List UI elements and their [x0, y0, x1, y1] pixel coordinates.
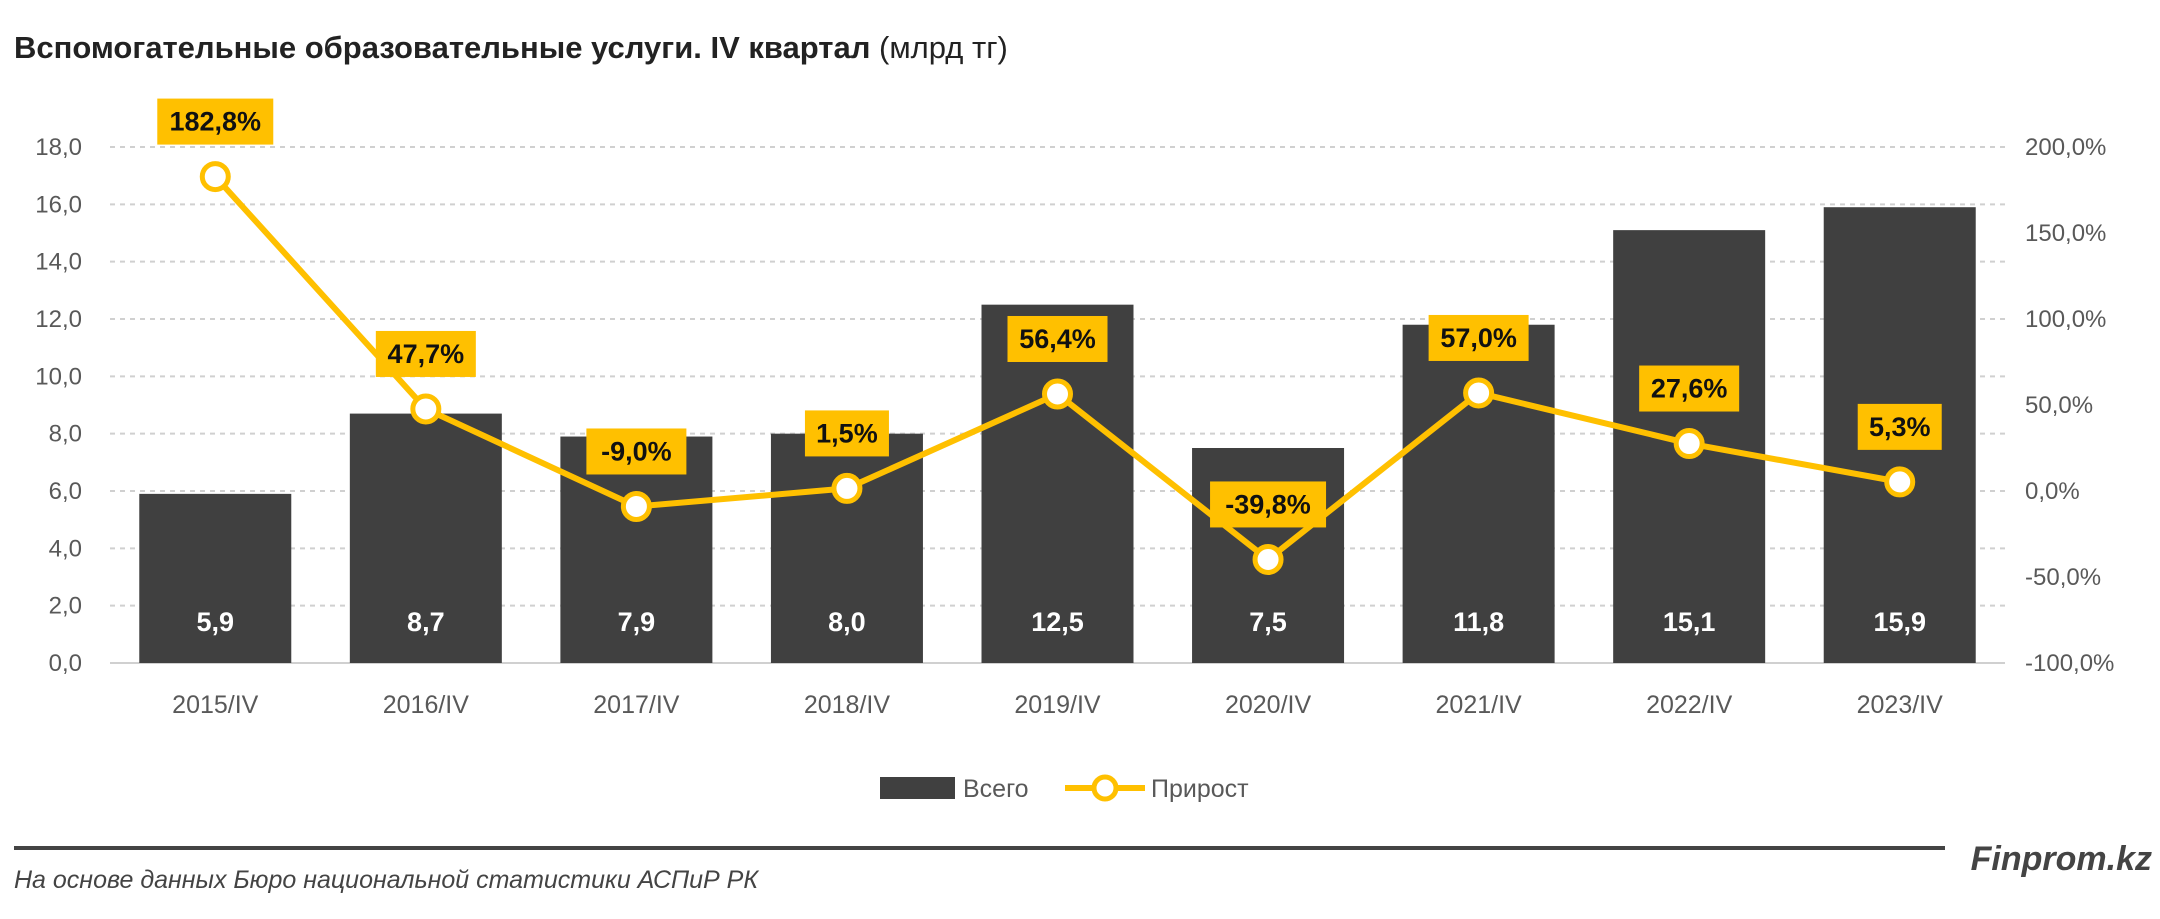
left-tick-label: 6,0: [49, 478, 82, 505]
growth-value-label: 27,6%: [1651, 374, 1728, 404]
growth-value-label: 5,3%: [1869, 412, 1931, 442]
bar-value-label: 5,9: [197, 607, 235, 637]
right-tick-label: 50,0%: [2025, 392, 2093, 419]
category-label: 2015/IV: [172, 691, 259, 719]
source-note: На основе данных Бюро национальной стати…: [14, 866, 759, 894]
right-tick-label: 100,0%: [2025, 306, 2106, 333]
growth-point: [1042, 378, 1073, 410]
left-tick-label: 18,0: [35, 134, 82, 161]
growth-label-box: [1007, 315, 1108, 362]
category-label: 2017/IV: [593, 691, 680, 719]
bar: [139, 493, 292, 663]
growth-label-box: [586, 428, 687, 475]
right-tick-label: 0,0%: [2025, 478, 2080, 505]
growth-point: [1252, 543, 1284, 575]
left-tick-label: 12,0: [35, 306, 82, 333]
left-tick-label: 2,0: [49, 593, 82, 620]
left-tick-label: 16,0: [35, 191, 82, 218]
left-tick-label: 10,0: [35, 363, 82, 390]
right-tick-label: -50,0%: [2025, 564, 2101, 591]
brand-logo: Finprom.kz: [1970, 840, 2152, 878]
category-label: 2022/IV: [1646, 691, 1733, 719]
growth-label-box: [1428, 314, 1529, 361]
growth-label-box: [1639, 365, 1740, 412]
bar-value-label: 7,9: [618, 607, 656, 637]
left-tick-label: 0,0: [49, 650, 82, 677]
growth-point: [410, 393, 442, 425]
bar: [981, 304, 1134, 663]
chart-title: Вспомогательные образовательные услуги. …: [14, 30, 1008, 66]
growth-label-box: [157, 98, 274, 145]
category-label: 2019/IV: [1014, 691, 1101, 719]
right-tick-label: 200,0%: [2025, 134, 2106, 161]
growth-value-label: 56,4%: [1019, 324, 1096, 354]
bar-value-label: 8,0: [828, 607, 866, 637]
growth-value-label: 182,8%: [169, 107, 261, 137]
growth-value-label: 1,5%: [816, 418, 878, 448]
category-label: 2023/IV: [1857, 691, 1944, 719]
growth-value-label: -9,0%: [601, 436, 672, 466]
growth-point: [1673, 428, 1705, 460]
growth-value-label: 57,0%: [1440, 323, 1517, 353]
category-label: 2018/IV: [804, 691, 891, 719]
bar-value-label: 8,7: [407, 607, 445, 637]
bar-value-label: 12,5: [1031, 607, 1084, 637]
bar-value-label: 15,1: [1663, 607, 1716, 637]
growth-point: [199, 161, 231, 193]
growth-point: [620, 490, 652, 522]
legend-bar-swatch: [880, 777, 955, 799]
left-tick-label: 14,0: [35, 249, 82, 276]
title-main: Вспомогательные образовательные услуги. …: [14, 30, 871, 65]
growth-label-box: [1857, 403, 1942, 450]
bar-value-label: 7,5: [1249, 607, 1287, 637]
growth-value-label: 47,7%: [388, 339, 465, 369]
bar-value-label: 15,9: [1873, 607, 1926, 637]
legend-label-line: Прирост: [1151, 775, 1249, 803]
right-tick-label: 150,0%: [2025, 220, 2106, 247]
legend-label-bar: Всего: [963, 775, 1029, 803]
category-label: 2020/IV: [1225, 691, 1312, 719]
growth-label-box: [1210, 481, 1327, 528]
title-unit: (млрд тг): [879, 30, 1008, 65]
growth-label-box: [804, 410, 889, 457]
growth-point: [1884, 466, 1916, 498]
bar: [770, 433, 923, 663]
bar-value-label: 11,8: [1453, 607, 1504, 637]
left-tick-label: 4,0: [49, 535, 82, 562]
category-label: 2016/IV: [383, 691, 470, 719]
growth-value-label: -39,8%: [1225, 489, 1311, 519]
left-tick-label: 8,0: [49, 421, 82, 448]
growth-point: [831, 472, 863, 504]
right-tick-label: -100,0%: [2025, 650, 2114, 677]
legend-line-marker: [1091, 774, 1119, 802]
category-label: 2021/IV: [1436, 691, 1523, 719]
bar: [349, 413, 502, 663]
growth-label-box: [375, 330, 476, 377]
growth-point: [1463, 377, 1495, 409]
